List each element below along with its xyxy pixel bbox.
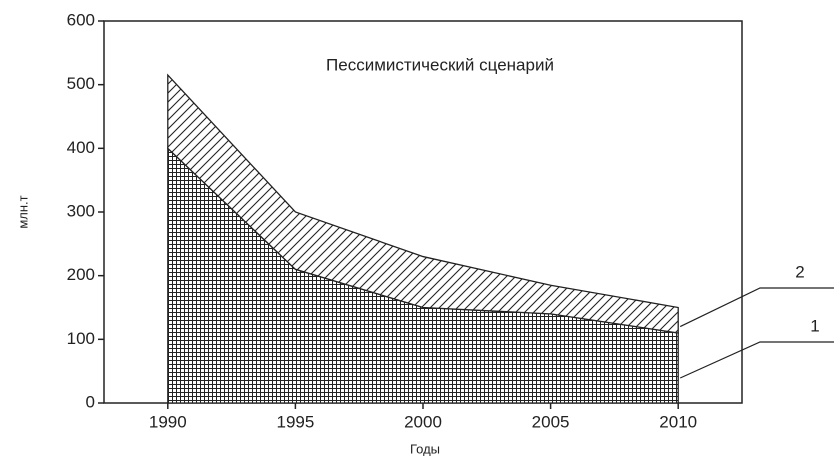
x-tick-label: 2010 (659, 412, 697, 431)
y-tick-label: 600 (67, 10, 95, 29)
x-axis-label: Годы (410, 441, 440, 456)
x-tick-label: 2000 (404, 412, 442, 431)
y-tick-label: 100 (67, 329, 95, 348)
chart-title: Пессимистический сценарий (326, 55, 554, 74)
x-tick-label: 2005 (532, 412, 570, 431)
leader-line (679, 287, 834, 328)
y-tick-label: 500 (67, 74, 95, 93)
y-tick-label: 0 (86, 392, 95, 411)
series-label: 1 (810, 316, 819, 335)
y-tick-label: 200 (67, 265, 95, 284)
x-tick-label: 1995 (276, 412, 314, 431)
x-tick-label: 1990 (149, 412, 187, 431)
leader-line (679, 341, 834, 379)
y-tick-label: 300 (67, 201, 95, 220)
series-label: 2 (795, 262, 804, 281)
y-tick-label: 400 (67, 138, 95, 157)
area (167, 73, 679, 334)
y-axis-label: млн.т (15, 195, 30, 228)
